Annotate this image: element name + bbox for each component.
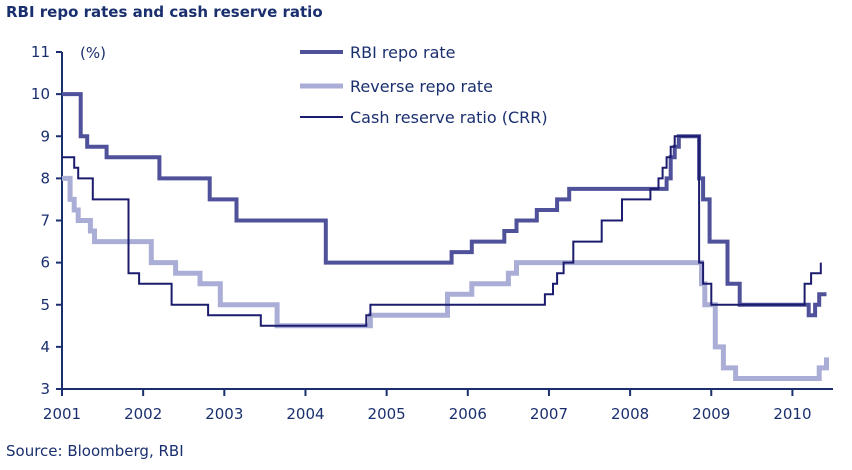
x-tick-label: 2007 [530,405,568,423]
chart-series [62,92,829,381]
y-tick-label: 4 [40,338,50,356]
chart-axes: 3 4 5 6 7 8 9 10 11 2001 2002 2003 2004 2005 2006 2007 2… [31,43,833,423]
x-tick-label: 2002 [124,405,162,423]
chart-title: RBI repo rates and cash reserve ratio [6,3,323,21]
chart-source: Source: Bloomberg, RBI [6,442,184,460]
y-tick-label: 5 [40,296,50,314]
x-tick-label: 2001 [43,405,81,423]
series-line-reverse-repo-rate [62,175,829,381]
y-tick-label: 7 [40,212,50,230]
x-tick-label: 2010 [773,405,811,423]
x-tick-label: 2006 [449,405,487,423]
legend-label-reverse-repo-rate: Reverse repo rate [350,77,493,96]
x-tick-label: 2004 [286,405,324,423]
legend-label-cash-reserve-ratio-crr: Cash reserve ratio (CRR) [350,108,548,127]
chart-legend: RBI repo rate Reverse repo rate Cash reser… [300,43,548,127]
y-tick-label: 6 [40,254,50,272]
x-tick-label: 2005 [368,405,406,423]
x-tick-label: 2003 [205,405,243,423]
x-tick-label: 2008 [611,405,649,423]
series-line-rbi-repo-rate [62,92,827,318]
line-chart: 3 4 5 6 7 8 9 10 11 2001 2002 2003 2004 2005 2006 2007 2… [31,43,833,423]
legend-label-rbi-repo-rate: RBI repo rate [350,43,456,62]
y-tick-label: 10 [31,85,50,103]
series-line-cash-reserve-ratio-crr [62,135,822,327]
y-tick-label: 8 [40,169,50,187]
y-tick-label: 3 [40,380,50,398]
x-tick-label: 2009 [692,405,730,423]
y-unit-label: (%) [80,44,106,62]
y-tick-label: 11 [31,43,50,61]
y-tick-label: 9 [40,127,50,145]
